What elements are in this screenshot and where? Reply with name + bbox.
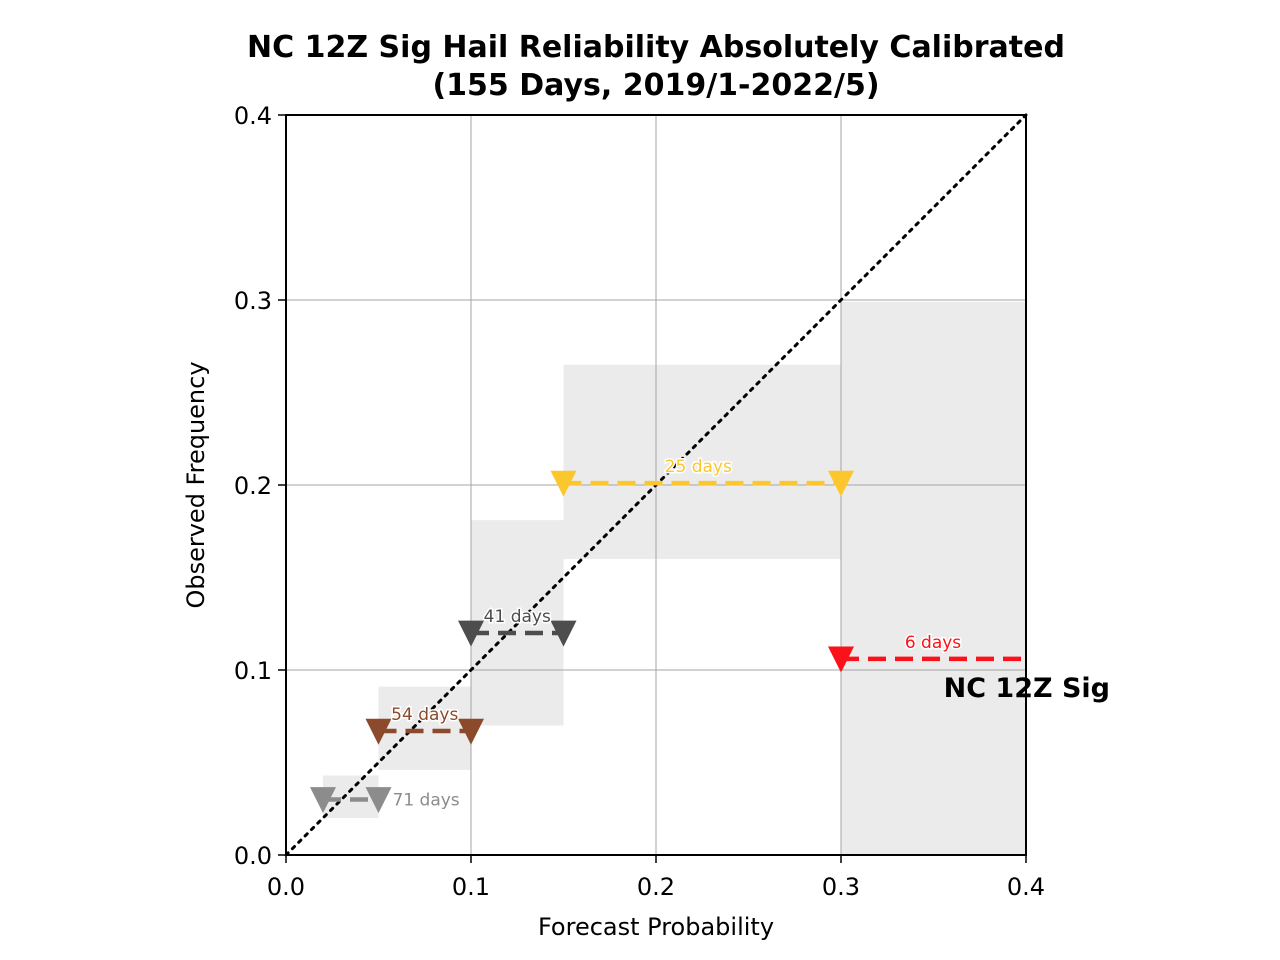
confidence-interval-layer <box>323 301 1026 856</box>
chart-subtitle: (155 Days, 2019/1-2022/5) <box>432 68 880 103</box>
y-tick-label: 0.3 <box>234 287 272 315</box>
confidence-interval-box <box>378 686 471 770</box>
x-tick-label: 0.4 <box>1007 873 1045 901</box>
tick-layer: 0.0 0.1 0.2 0.3 0.4 0.0 0.1 0.2 0.3 0.4 <box>234 102 1045 901</box>
y-tick-label: 0.4 <box>234 102 272 130</box>
observed-marker <box>550 620 577 647</box>
confidence-interval-box <box>323 775 379 818</box>
series-label: NC 12Z Sig <box>944 673 1110 704</box>
observed-marker <box>828 470 854 497</box>
x-tick-label: 0.3 <box>822 873 860 901</box>
bin-count-label: 6 days <box>905 633 961 653</box>
x-tick-label: 0.1 <box>452 873 490 901</box>
bin-count-label: 71 days <box>393 791 460 811</box>
observed-marker <box>365 718 392 745</box>
bin-count-label: 54 days <box>391 705 458 725</box>
y-tick-label: 0.0 <box>234 842 272 870</box>
y-axis-label: Observed Frequency <box>182 361 210 608</box>
observed-marker <box>828 646 854 673</box>
x-tick-label: 0.0 <box>267 873 305 901</box>
confidence-interval-box <box>563 364 841 559</box>
observed-marker <box>458 620 484 647</box>
observed-marker <box>458 718 484 745</box>
bin-count-label: 25 days <box>665 457 732 477</box>
bin-count-label: 41 days <box>484 607 551 627</box>
chart-title: NC 12Z Sig Hail Reliability Absolutely C… <box>247 30 1065 65</box>
confidence-interval-box <box>841 301 1026 856</box>
x-axis-label: Forecast Probability <box>538 913 774 941</box>
y-tick-label: 0.1 <box>234 657 272 685</box>
observed-marker <box>365 787 392 814</box>
x-tick-label: 0.2 <box>637 873 675 901</box>
observed-marker <box>310 787 336 814</box>
observed-marker <box>550 470 577 497</box>
y-tick-label: 0.2 <box>234 472 272 500</box>
bin-series-layer: 71 days 54 days 41 days 25 days 6 days <box>310 456 1026 814</box>
